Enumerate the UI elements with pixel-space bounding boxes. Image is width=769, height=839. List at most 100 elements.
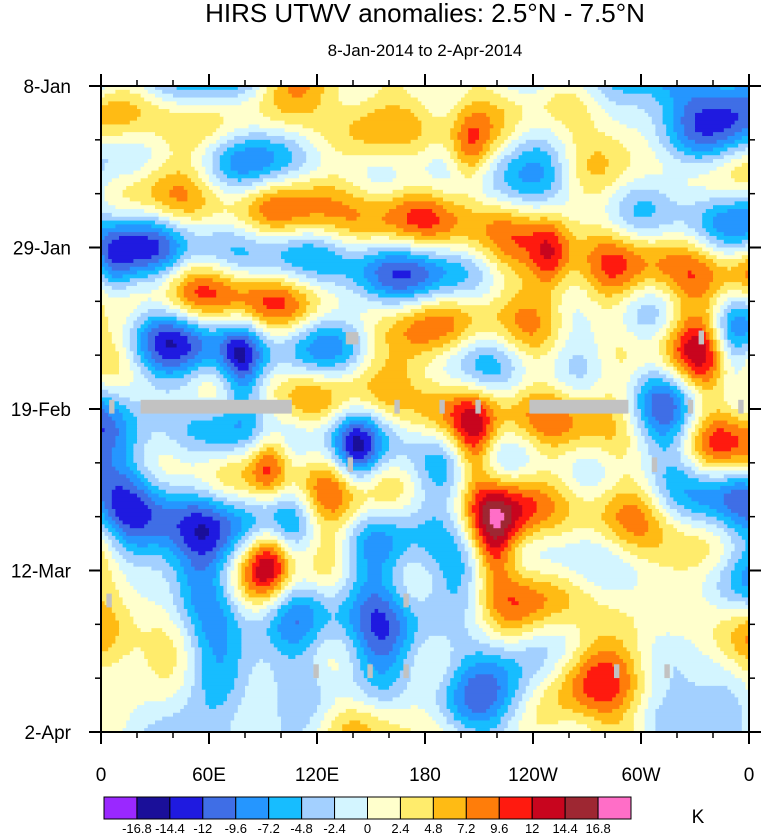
field-cell [504,305,552,310]
field-cell [644,382,671,387]
field-cell [551,182,563,187]
field-cell [338,335,350,341]
field-cell [237,289,250,295]
field-cell [446,497,455,502]
field-cell [266,393,275,399]
field-cell [615,420,628,425]
field-cell [551,324,563,329]
field-cell [158,493,199,499]
field-cell [169,547,181,552]
field-cell [529,516,548,522]
field-cell [111,178,142,183]
field-cell [378,274,394,279]
field-cell [723,428,749,433]
field-cell [489,266,498,272]
field-cell [461,139,469,145]
field-cell [511,201,566,206]
field-cell [482,516,491,522]
field-cell [252,86,260,91]
field-cell [507,162,527,168]
field-cell [212,582,221,587]
field-cell [475,501,480,506]
field-cell [637,309,660,314]
field-cell [342,562,350,568]
field-cell [180,589,192,595]
field-cell [453,328,466,333]
field-cell [432,159,444,164]
field-cell [540,489,559,495]
field-cell [324,505,340,510]
field-cell [241,178,264,183]
field-cell [475,362,502,368]
field-cell [299,332,311,337]
field-cell [284,597,293,602]
field-cell [637,201,653,206]
field-cell [504,539,509,545]
field-cell [713,324,718,329]
field-cell [414,235,451,241]
field-cell [111,608,131,614]
field-cell [342,401,372,406]
field-cell [633,178,689,183]
field-cell [385,451,448,456]
field-cell [155,86,178,91]
field-cell [255,555,278,560]
field-cell [565,339,595,345]
field-cell [493,409,530,414]
field-cell [702,435,710,441]
field-cell [151,497,167,502]
field-cell [245,147,268,152]
field-cell [648,143,664,149]
field-cell [446,578,462,583]
field-cell [500,128,516,133]
field-cell [162,282,170,287]
field-cell [468,324,505,329]
field-cell [410,243,469,249]
field-cell [461,420,484,425]
field-cell [709,366,718,372]
field-cell [633,224,660,229]
field-cell [126,605,163,610]
field-cell [306,135,325,141]
field-cell [363,539,394,545]
field-cell [342,443,347,449]
field-cell [659,497,667,502]
field-cell [410,251,437,256]
field-cell [489,101,516,106]
field-cell [475,585,484,591]
field-cell [126,355,134,360]
field-cell [623,239,649,245]
field-cell [180,170,199,176]
field-cell [399,105,426,110]
field-cell [216,555,224,560]
field-cell [457,528,462,533]
field-cell [464,478,473,483]
field-cell [324,312,361,318]
field-cell [165,578,178,583]
field-cell [403,201,437,206]
field-cell [662,116,674,122]
field-cell [457,482,466,487]
field-cell [342,501,350,506]
field-cell [669,139,682,145]
field-cell [533,205,541,210]
field-cell [464,409,476,414]
field-cell [140,166,160,172]
field-cell [435,355,451,360]
field-cell [191,343,203,349]
field-cell [266,132,300,137]
field-cell [518,135,559,141]
field-cell [180,582,188,587]
field-cell [597,343,660,349]
field-cell [547,335,559,341]
field-cell [367,508,419,514]
field-cell [349,397,361,402]
field-cell [155,343,167,349]
field-cell [345,485,358,491]
field-cell [288,574,293,579]
field-cell [288,566,296,572]
field-cell [500,551,509,556]
field-cell [522,512,534,518]
field-cell [158,166,196,172]
field-cell [115,343,124,349]
